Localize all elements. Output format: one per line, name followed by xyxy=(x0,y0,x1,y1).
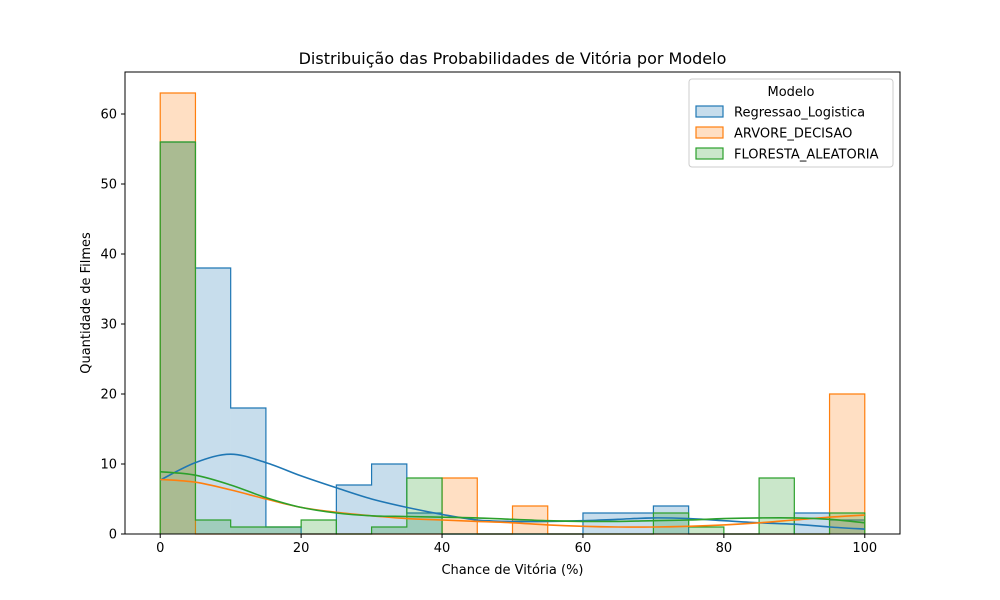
histogram-bar xyxy=(406,478,443,534)
histogram-bar xyxy=(442,478,478,534)
legend-label: FLORESTA_ALEATORIA xyxy=(734,148,879,163)
legend-box xyxy=(688,78,894,168)
histogram-bar xyxy=(829,520,865,534)
histogram-bar xyxy=(653,513,689,534)
histogram-bar xyxy=(618,513,654,534)
axes-frame xyxy=(124,71,901,535)
histogram-bar xyxy=(829,394,865,534)
kde-line-floresta-aleatoria xyxy=(160,470,865,524)
histogram-bar xyxy=(336,485,372,534)
y-tick-label: 20 xyxy=(100,388,117,403)
histogram-bar xyxy=(688,527,724,534)
legend: Modelo Regressao_Logistica ARVORE_DECISAO… xyxy=(688,78,894,168)
histogram-bar xyxy=(160,142,196,534)
histogram-bar xyxy=(759,478,795,534)
histogram-bar xyxy=(230,527,266,534)
histogram-bar xyxy=(160,142,196,534)
histogram-bar xyxy=(582,513,619,534)
histogram-bar xyxy=(265,527,302,534)
histogram-bar xyxy=(371,527,407,534)
x-tick-label: 20 xyxy=(293,541,310,556)
x-tick-label: 80 xyxy=(716,541,733,556)
plot-area xyxy=(159,92,866,535)
chart-title: Distribuição das Probabilidades de Vitór… xyxy=(299,49,727,68)
y-tick-label: 50 xyxy=(100,178,117,193)
histogram-bar xyxy=(230,408,266,534)
histogram-bar xyxy=(301,520,337,534)
histogram-bar xyxy=(195,520,231,534)
y-tick-label: 40 xyxy=(100,248,117,263)
legend-swatch xyxy=(695,126,724,139)
y-tick-label: 60 xyxy=(100,108,117,123)
y-axis-title: Quantidade de Filmes xyxy=(79,232,94,374)
y-tick-label: 10 xyxy=(100,458,117,473)
histogram-bar xyxy=(794,513,830,534)
x-axis-title: Chance de Vitória (%) xyxy=(441,563,583,578)
legend-label: ARVORE_DECISAO xyxy=(734,127,852,142)
kde-line-regressao-logistica xyxy=(159,453,865,530)
histogram-bar xyxy=(371,464,407,534)
y-axis: 0 10 20 30 40 50 60 xyxy=(100,108,125,543)
y-tick-label: 30 xyxy=(100,318,117,333)
x-tick-label: 100 xyxy=(852,541,877,556)
series-arvore-decisao-bars xyxy=(159,92,866,535)
x-tick-label: 0 xyxy=(156,541,164,556)
x-axis: 0 20 40 60 80 100 xyxy=(156,534,877,556)
histogram-bar xyxy=(195,268,231,534)
x-tick-label: 40 xyxy=(434,541,451,556)
histogram-bar xyxy=(265,527,302,534)
y-tick-label: 0 xyxy=(109,528,117,543)
legend-swatch xyxy=(695,105,724,118)
legend-title: Modelo xyxy=(768,85,815,100)
histogram-bar xyxy=(160,93,196,534)
x-tick-label: 60 xyxy=(575,541,592,556)
legend-label: Regressao_Logistica xyxy=(734,106,865,121)
legend-swatch xyxy=(695,147,724,160)
